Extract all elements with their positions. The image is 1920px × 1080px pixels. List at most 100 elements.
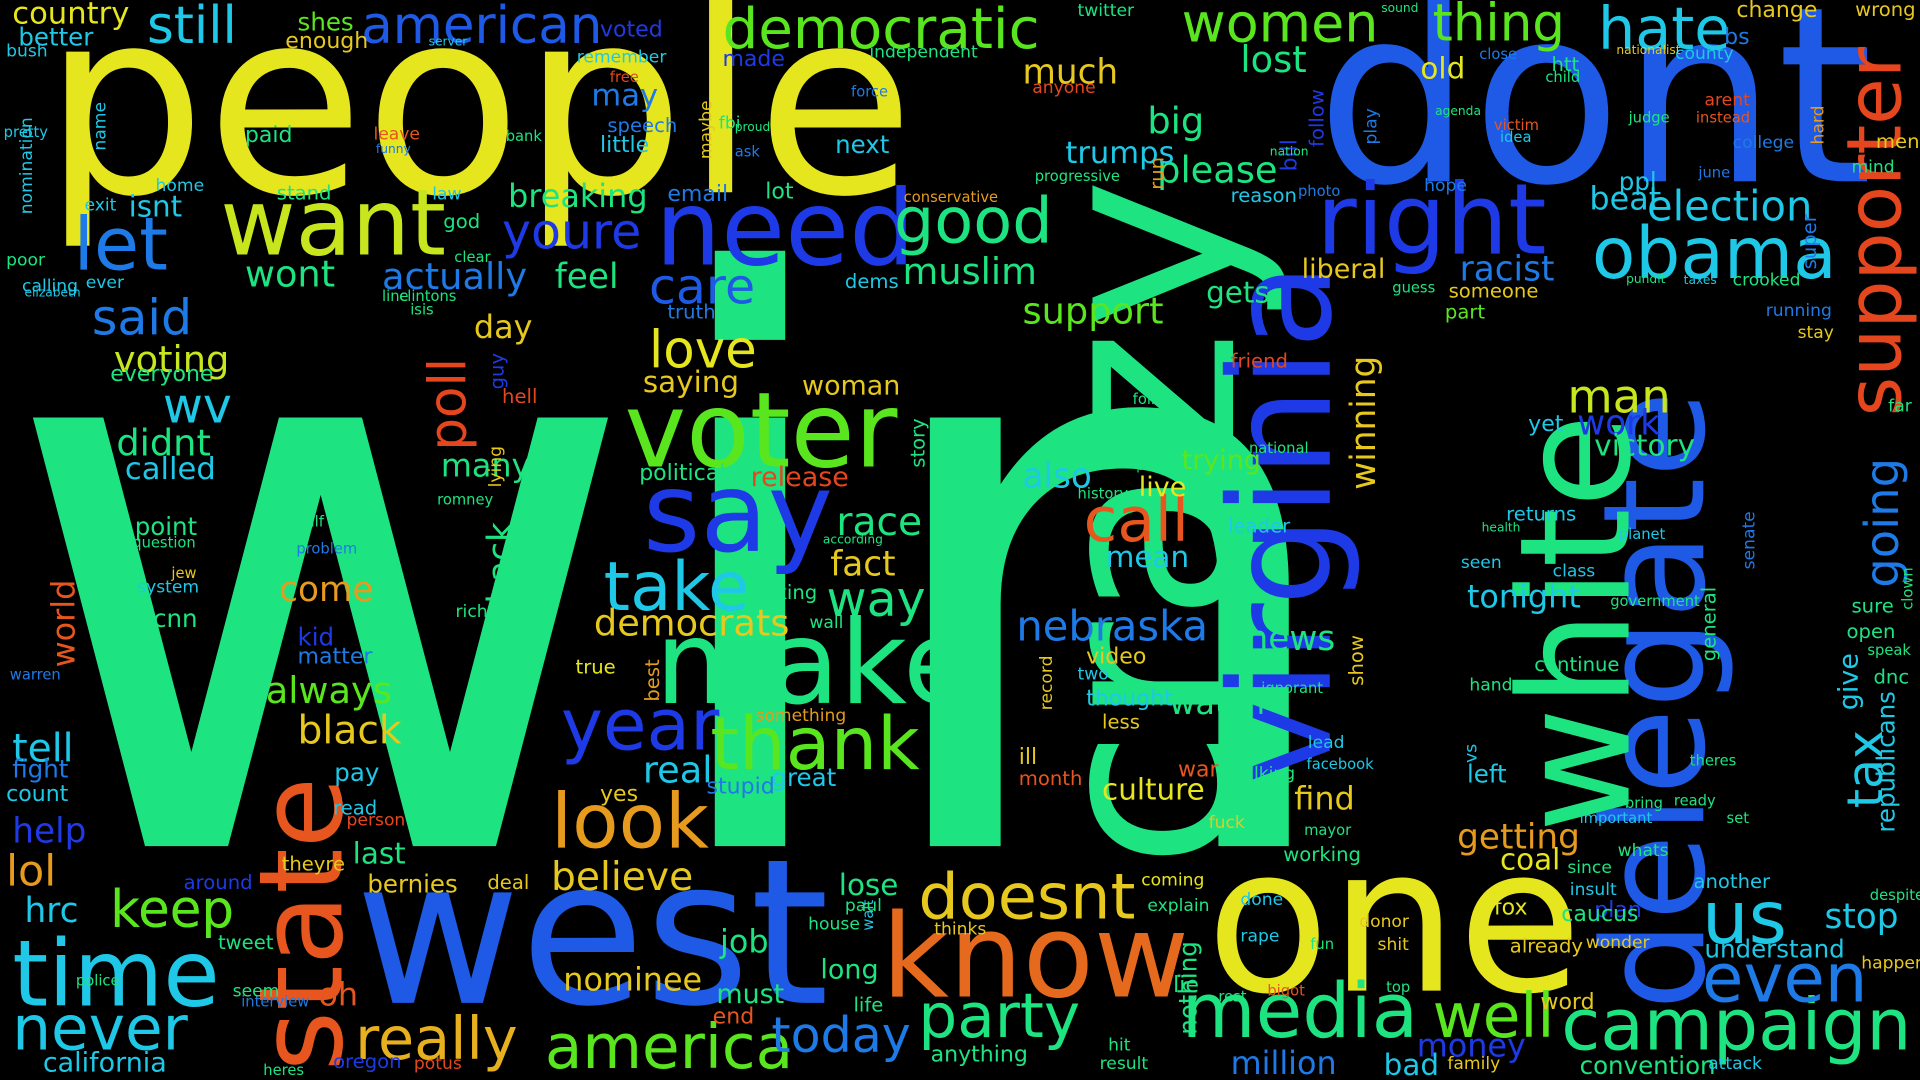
- cloud-word: women: [1181, 0, 1379, 56]
- cloud-word: yes: [600, 781, 639, 807]
- cloud-word: work: [1577, 402, 1661, 444]
- cloud-word: close: [1479, 45, 1518, 63]
- cloud-word: free: [609, 68, 639, 86]
- cloud-word: made: [722, 46, 786, 73]
- cloud-word: million: [1230, 1045, 1337, 1080]
- cloud-word: general: [1697, 586, 1721, 662]
- cloud-word: real: [642, 749, 713, 793]
- cloud-word: guess: [1392, 279, 1436, 297]
- cloud-word: fbi: [718, 113, 741, 134]
- cloud-word: pay: [334, 757, 380, 788]
- cloud-word: important: [1579, 809, 1653, 827]
- cloud-word: voting: [113, 339, 230, 383]
- cloud-word: someone: [1448, 279, 1539, 303]
- cloud-word: ppl: [1618, 166, 1657, 196]
- cloud-word: supporter: [1829, 46, 1919, 417]
- cloud-word: many: [440, 448, 531, 485]
- cloud-word: called: [124, 450, 216, 487]
- cloud-word: fox: [1493, 895, 1528, 921]
- cloud-word: us: [1702, 875, 1787, 962]
- cloud-word: hard: [1808, 105, 1829, 145]
- cloud-word: saying: [642, 364, 740, 400]
- cloud-word: home: [155, 176, 205, 196]
- cloud-word: working: [1283, 842, 1361, 866]
- cloud-word: lying: [486, 445, 506, 488]
- cloud-word: fun: [1310, 935, 1335, 953]
- cloud-word: california: [42, 1048, 167, 1079]
- cloud-word: speech: [607, 113, 678, 138]
- cloud-word: life: [853, 993, 884, 1017]
- cloud-word: htt: [1551, 52, 1580, 76]
- cloud-word: jew: [171, 564, 197, 582]
- cloud-word: back: [480, 522, 521, 604]
- cloud-word: getting: [1457, 816, 1580, 858]
- cloud-word: line: [382, 287, 409, 305]
- cloud-word: liberal: [1301, 254, 1386, 286]
- cloud-word: come: [279, 569, 374, 610]
- cloud-word: fight: [12, 754, 69, 784]
- cloud-word: despite: [1869, 886, 1920, 904]
- cloud-word: bush: [6, 41, 48, 62]
- cloud-word: making: [744, 580, 818, 604]
- cloud-word: seen: [1460, 553, 1502, 574]
- cloud-word: elizabeth: [24, 286, 81, 301]
- cloud-word: health: [1481, 521, 1521, 536]
- cloud-word: next: [835, 129, 890, 160]
- cloud-word: woman: [802, 371, 901, 402]
- cloud-word: class: [1552, 562, 1596, 582]
- cloud-word: race: [836, 498, 923, 545]
- cloud-word: june: [1698, 164, 1731, 182]
- cloud-word: college: [1732, 133, 1795, 154]
- cloud-word: way: [826, 571, 926, 629]
- cloud-word: ill: [1018, 744, 1038, 771]
- cloud-word: want: [220, 168, 447, 277]
- cloud-word: question: [132, 533, 196, 552]
- cloud-word: super: [1797, 214, 1821, 270]
- cloud-word: money: [1416, 1028, 1526, 1066]
- cloud-word: friend: [1230, 348, 1288, 373]
- cloud-word: said: [91, 290, 193, 347]
- cloud-word: proud: [734, 121, 771, 135]
- cloud-word: half: [296, 513, 324, 531]
- cloud-word: call: [1083, 484, 1189, 556]
- cloud-word: idea: [1500, 128, 1532, 146]
- cloud-word: caucus: [1561, 901, 1639, 927]
- cloud-word: judge: [1628, 108, 1670, 127]
- cloud-word: bank: [505, 127, 542, 145]
- cloud-word: bernies: [367, 869, 458, 899]
- cloud-word: oh: [318, 977, 359, 1014]
- cloud-word: believe: [551, 853, 694, 901]
- cloud-word: potus: [413, 1054, 462, 1074]
- cloud-word: clintons: [399, 287, 457, 305]
- cloud-word: according: [822, 533, 883, 548]
- cloud-word: culture: [1102, 772, 1205, 807]
- cloud-word: muslim: [902, 251, 1037, 294]
- cloud-word: mind: [1851, 157, 1895, 178]
- cloud-word: yet: [1528, 411, 1564, 438]
- cloud-word: racist: [1459, 248, 1555, 289]
- cloud-word: matter: [297, 644, 373, 670]
- cloud-word: two: [1077, 664, 1109, 685]
- cloud-word: america: [544, 1011, 794, 1080]
- cloud-word: read: [333, 795, 378, 820]
- cloud-word: public: [1136, 460, 1174, 474]
- cloud-word: isis: [410, 301, 434, 319]
- cloud-word: may: [591, 77, 659, 113]
- cloud-word: election: [1646, 182, 1813, 232]
- cloud-word: reason: [1230, 183, 1297, 207]
- cloud-word: heres: [263, 1061, 305, 1079]
- cloud-word: nebraska: [1016, 602, 1208, 652]
- cloud-word: left: [1466, 759, 1507, 789]
- cloud-word: hate: [1597, 0, 1731, 64]
- cloud-word: dnc: [1873, 664, 1910, 689]
- cloud-word: nation: [1269, 145, 1309, 160]
- cloud-word: wont: [244, 253, 336, 297]
- cloud-word: record: [1037, 655, 1057, 711]
- cloud-word: hit: [1108, 1035, 1131, 1056]
- cloud-word: romney: [437, 491, 494, 509]
- cloud-word: didnt: [116, 422, 211, 466]
- cloud-word: run: [1144, 156, 1169, 190]
- cloud-word: paul: [844, 896, 882, 916]
- cloud-word: voted: [600, 17, 663, 43]
